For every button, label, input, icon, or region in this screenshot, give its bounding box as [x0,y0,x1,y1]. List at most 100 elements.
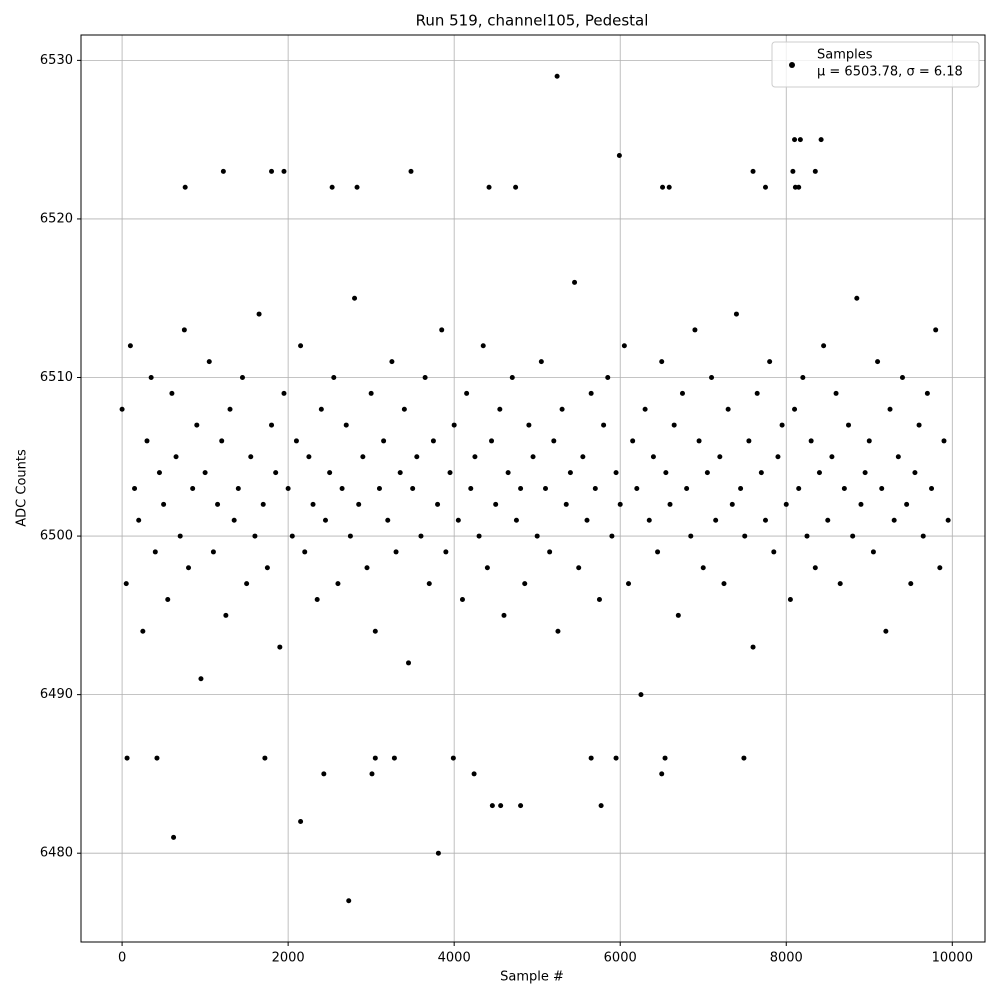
legend-note: μ = 6503.78, σ = 6.18 [817,65,963,80]
point [688,533,694,539]
point [650,454,656,460]
point [322,517,328,523]
point [219,438,225,444]
point [522,581,528,587]
point [459,596,465,602]
chart-title: Run 519, channel105, Pedestal [416,12,649,30]
point [750,644,756,650]
point [792,406,798,412]
point [567,470,573,476]
plot-frame [80,34,986,943]
point [252,533,258,539]
point [684,486,690,491]
x-tick-label: 4000 [438,951,471,966]
point [329,184,335,190]
point [354,184,360,190]
point [912,470,918,476]
point [406,660,412,666]
point [171,834,177,840]
point [818,137,824,143]
point [385,517,391,523]
point [518,803,524,809]
point [609,533,615,539]
point [866,438,872,444]
point [194,422,200,428]
point [206,359,212,365]
point [210,549,216,555]
point [269,422,275,428]
point [264,565,270,571]
point [513,517,519,523]
point [430,438,436,444]
point [215,501,221,507]
point [186,565,192,571]
point [904,501,910,507]
point [401,406,407,412]
point [758,470,764,476]
legend: Samples μ = 6503.78, σ = 6.18 [771,41,980,88]
point [858,501,864,507]
point [667,501,673,507]
point [181,327,187,333]
point [220,168,226,174]
point [352,295,358,301]
point [621,343,627,349]
point [169,390,175,396]
point [472,454,478,460]
point [616,153,622,159]
point [887,406,893,412]
point [729,501,735,507]
point [692,327,698,333]
point [244,581,250,587]
point [841,486,847,491]
point [124,755,130,761]
point [617,501,623,507]
point [148,375,154,381]
point [239,375,245,381]
point [792,137,798,143]
point [679,390,685,396]
y-tick-label: 6520 [40,211,73,226]
point [260,501,266,507]
legend-box [771,41,980,88]
point [447,470,453,476]
y-tick-label: 6490 [40,687,73,702]
point [314,596,320,602]
point [850,533,856,539]
point [790,168,796,174]
point [771,549,777,555]
point [369,771,375,777]
point [588,390,594,396]
point [671,422,677,428]
point [397,470,403,476]
point [598,803,604,809]
point [613,755,619,761]
point [513,184,519,190]
legend-label: Samples [817,48,873,63]
point [410,486,416,491]
point [908,581,914,587]
point [484,565,490,571]
point [182,184,188,190]
point [709,375,715,381]
point [435,850,441,856]
point [808,438,814,444]
point [800,375,806,381]
point [538,359,544,365]
point [796,486,802,491]
point [846,422,852,428]
points [119,73,951,904]
point [797,137,803,143]
point [613,470,619,476]
point [750,168,756,174]
point [796,184,802,190]
point [140,628,146,634]
point [381,438,387,444]
point [471,771,477,777]
point [742,533,748,539]
point [816,470,822,476]
point [741,755,747,761]
point [659,771,665,777]
point [804,533,810,539]
